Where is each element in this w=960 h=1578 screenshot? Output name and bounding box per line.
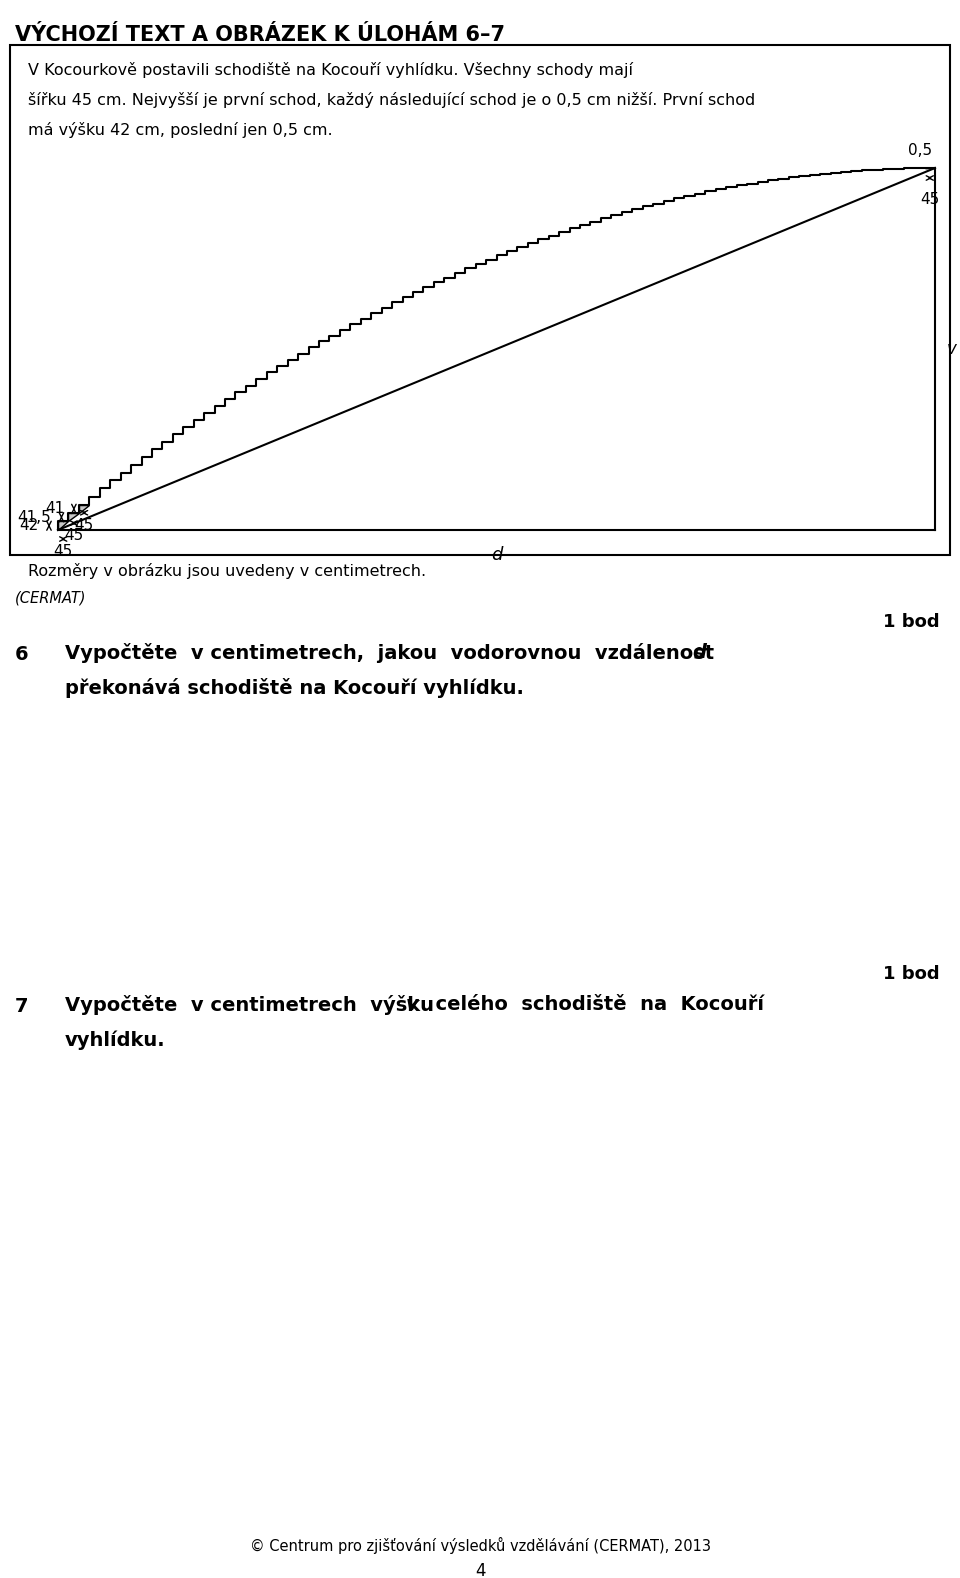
Text: 1 bod: 1 bod	[883, 612, 940, 631]
Text: 42: 42	[19, 518, 38, 533]
Text: v: v	[406, 996, 419, 1015]
Text: 45: 45	[64, 529, 84, 543]
Text: 45: 45	[75, 518, 94, 533]
Text: v: v	[947, 339, 957, 358]
Text: Rozměry v obrázku jsou uvedeny v centimetrech.: Rozměry v obrázku jsou uvedeny v centime…	[28, 563, 426, 579]
Text: 45: 45	[920, 193, 940, 207]
Text: © Centrum pro zjišťování výsledků vzdělávání (CERMAT), 2013: © Centrum pro zjišťování výsledků vzdělá…	[250, 1537, 710, 1554]
Text: šířku 45 cm. Nejvyšší je první schod, každý následující schod je o 0,5 cm nižší.: šířku 45 cm. Nejvyšší je první schod, ka…	[28, 92, 756, 107]
Polygon shape	[58, 521, 68, 530]
Text: 7: 7	[15, 997, 29, 1016]
Text: 0,5: 0,5	[908, 144, 932, 158]
Text: má výšku 42 cm, poslední jen 0,5 cm.: má výšku 42 cm, poslední jen 0,5 cm.	[28, 122, 332, 137]
Text: celého  schodiště  na  Kocouří: celého schodiště na Kocouří	[422, 996, 764, 1015]
Text: 41: 41	[46, 502, 65, 516]
Text: 4: 4	[475, 1562, 485, 1578]
Text: VÝCHOZÍ TEXT A OBRÁZEK K ÚLOHÁM 6–7: VÝCHOZÍ TEXT A OBRÁZEK K ÚLOHÁM 6–7	[15, 25, 505, 46]
Text: (CERMAT): (CERMAT)	[15, 590, 86, 604]
Text: d: d	[491, 546, 502, 563]
Text: překonává schodiště na Kocouří vyhlídku.: překonává schodiště na Kocouří vyhlídku.	[65, 679, 524, 697]
Polygon shape	[68, 513, 79, 521]
Polygon shape	[79, 505, 89, 513]
Text: d: d	[692, 642, 706, 663]
Text: 45: 45	[54, 544, 73, 559]
Text: 41,5: 41,5	[17, 510, 52, 525]
Bar	[10, 46, 950, 555]
Text: vyhlídku.: vyhlídku.	[65, 1030, 166, 1049]
Text: V Kocourkově postavili schodiště na Kocouří vyhlídku. Všechny schody mají: V Kocourkově postavili schodiště na Koco…	[28, 62, 633, 77]
Text: Vypočtěte  v centimetrech,  jakou  vodorovnou  vzdálenost: Vypočtěte v centimetrech, jakou vodorovn…	[65, 642, 721, 663]
Text: 6: 6	[15, 645, 29, 664]
Text: 1 bod: 1 bod	[883, 966, 940, 983]
Text: Vypočtěte  v centimetrech  výšku: Vypočtěte v centimetrech výšku	[65, 996, 441, 1015]
